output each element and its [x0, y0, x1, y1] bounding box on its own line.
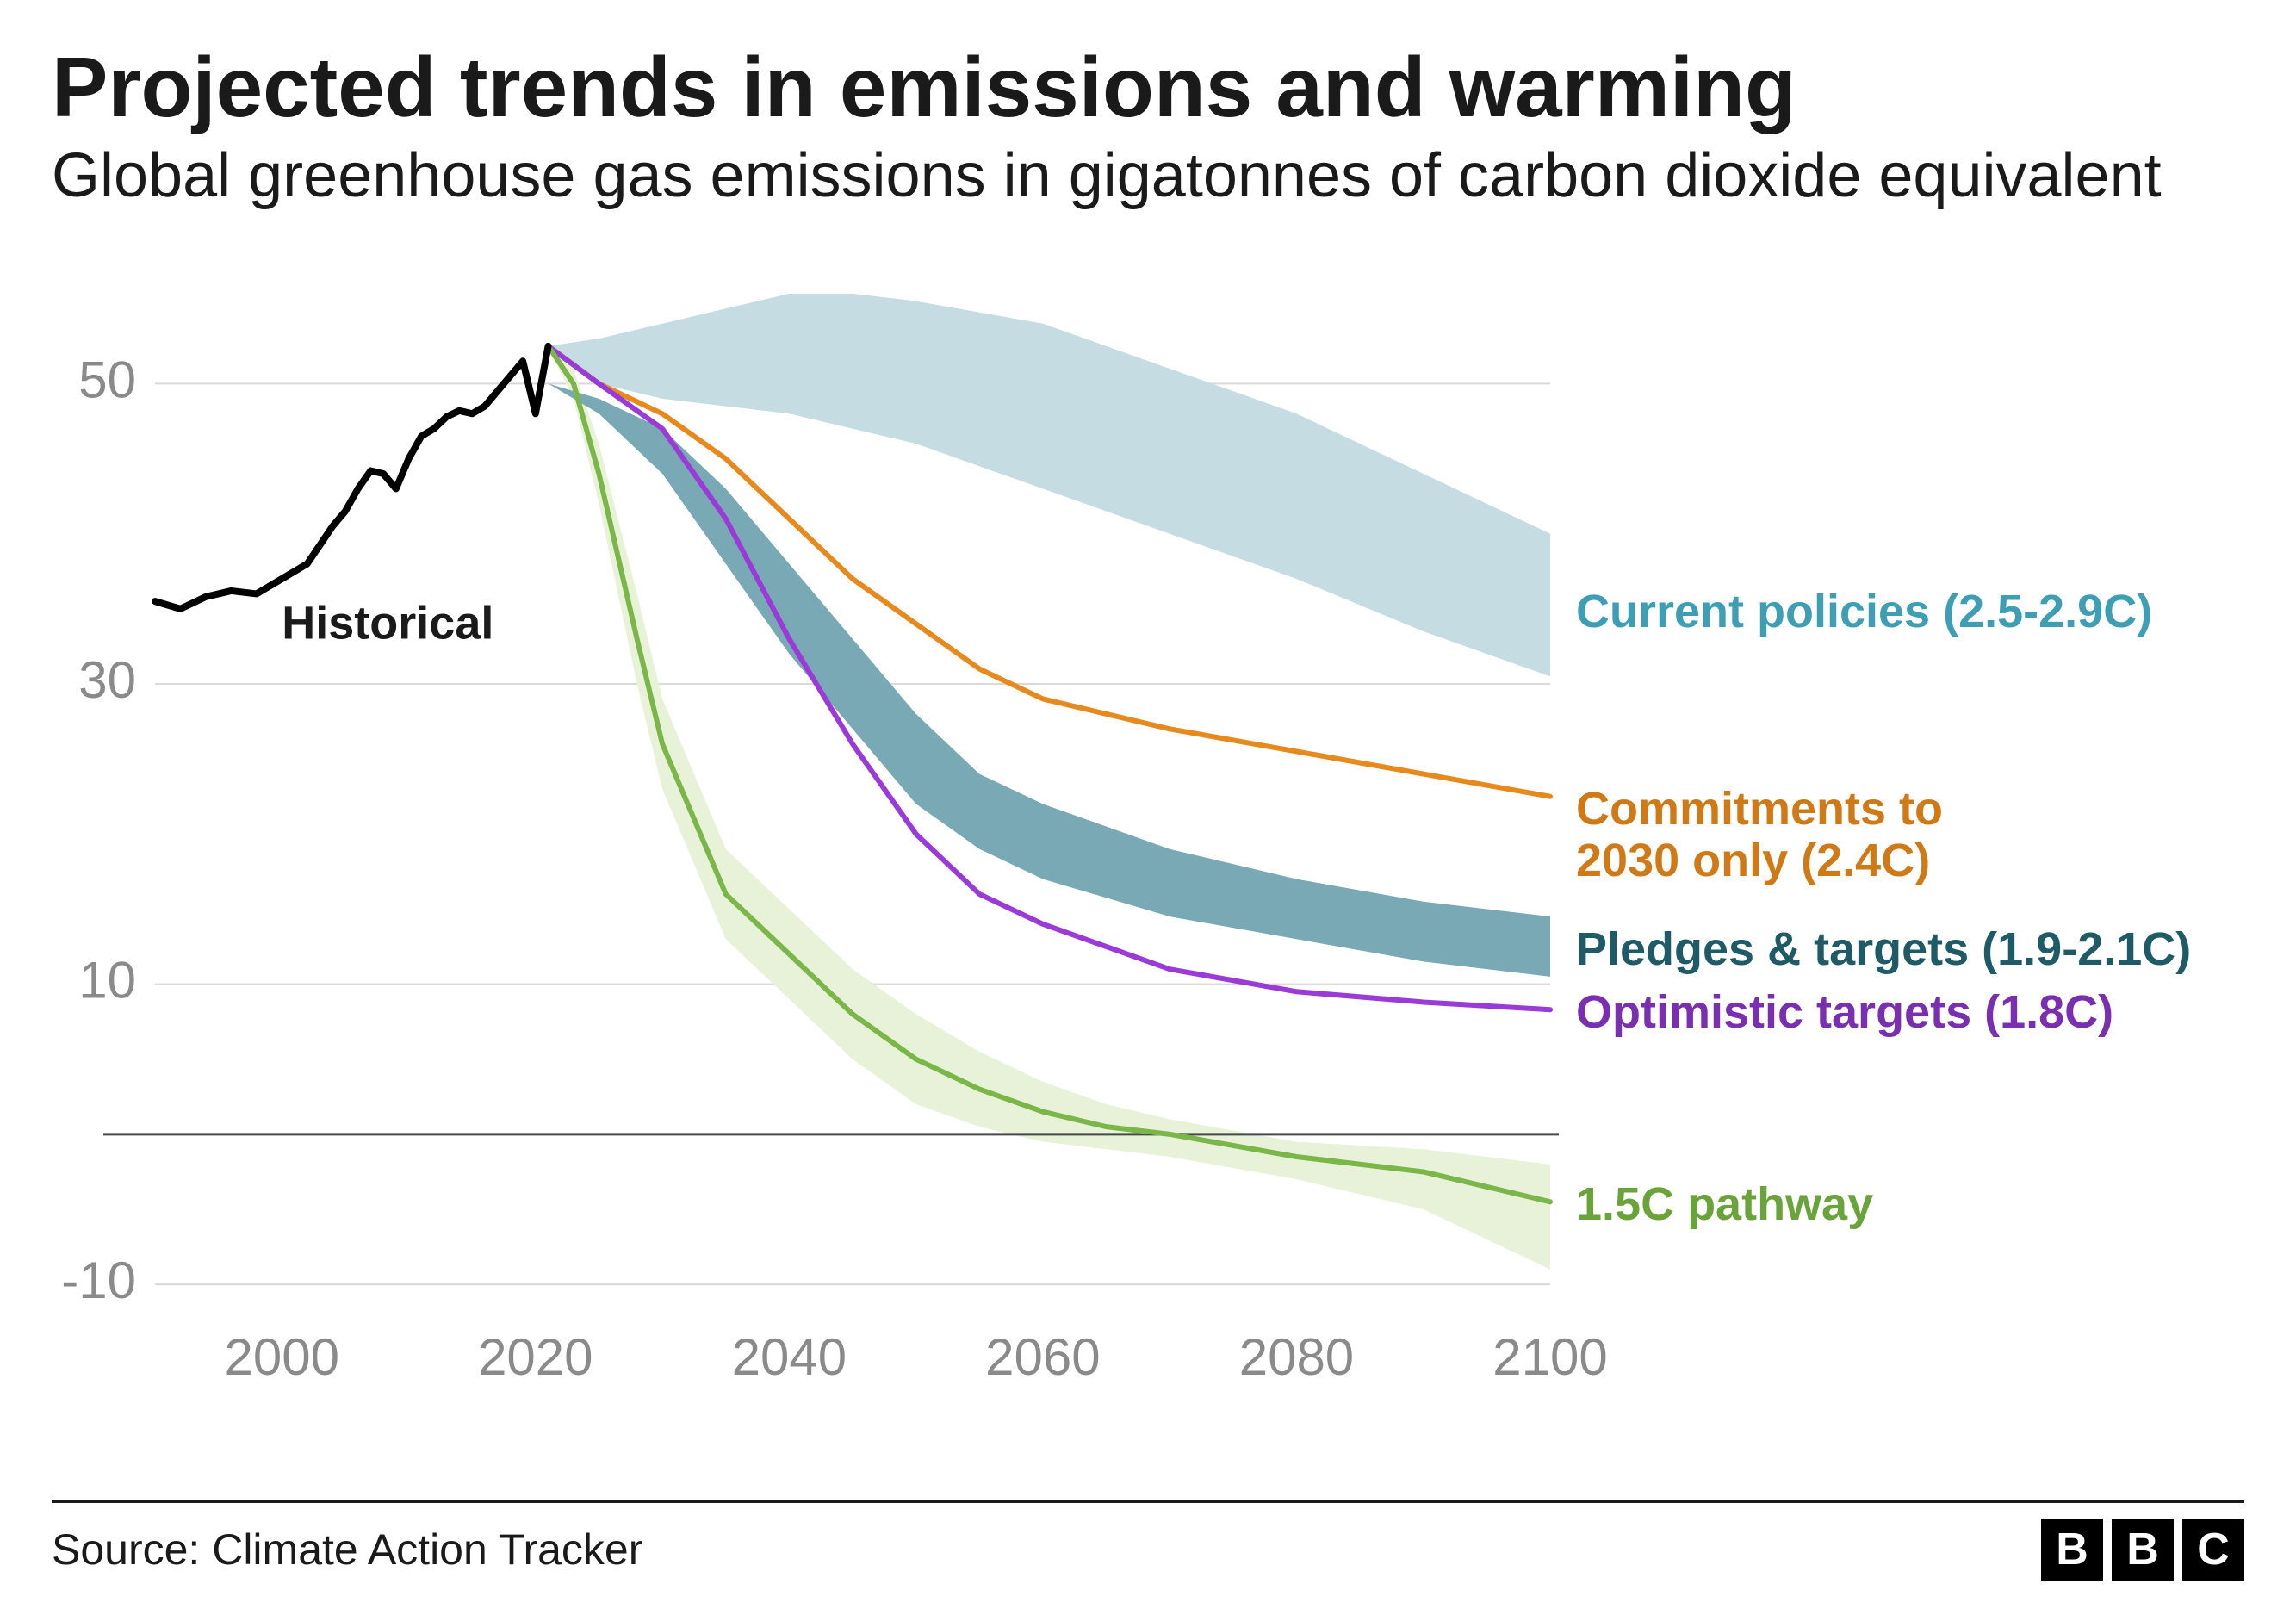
chart-subtitle: Global greenhouse gas emissions in gigat…	[52, 140, 2244, 212]
source-prefix: Source:	[52, 1525, 212, 1574]
line-historical	[155, 346, 549, 609]
series-label-current-policies: Current policies (2.5-2.9C)	[1576, 587, 2152, 637]
historical-label: Historical	[282, 597, 493, 649]
chart-plot: -10 10 30 50 2000 2020 2040 2060 2080 2100 Histori…	[52, 238, 2244, 1444]
chart-footer: Source: Climate Action Tracker BBC	[52, 1500, 2244, 1581]
series-label-optimistic: Optimistic targets (1.8C)	[1576, 987, 2113, 1038]
series-label-commitments-2030: Commitments to 2030 only (2.4C)	[1576, 784, 1943, 886]
source-text: Source: Climate Action Tracker	[52, 1525, 642, 1575]
y-tick-label: 50	[78, 351, 136, 408]
series-label-pathway-15c: 1.5C pathway	[1576, 1179, 1873, 1230]
y-tick-label: -10	[61, 1252, 136, 1309]
source-name: Climate Action Tracker	[212, 1525, 642, 1574]
bbc-logo-block: B	[2112, 1519, 2174, 1581]
y-tick-label: 30	[78, 651, 136, 709]
x-tick-label: 2080	[1239, 1328, 1354, 1386]
footer-rule	[52, 1500, 2244, 1503]
x-tick-label: 2040	[732, 1328, 847, 1386]
chart-title: Projected trends in emissions and warmin…	[52, 43, 2244, 132]
x-tick-label: 2020	[478, 1328, 593, 1386]
bbc-logo-block: B	[2041, 1519, 2103, 1581]
x-tick-label: 2000	[225, 1328, 339, 1386]
x-tick-label: 2060	[985, 1328, 1100, 1386]
bbc-logo: BBC	[2041, 1519, 2244, 1581]
x-tick-label: 2100	[1492, 1328, 1607, 1386]
y-tick-label: 10	[78, 951, 136, 1009]
series-label-pledges-targets: Pledges & targets (1.9-2.1C)	[1576, 924, 2191, 975]
bbc-logo-block: C	[2182, 1519, 2244, 1581]
